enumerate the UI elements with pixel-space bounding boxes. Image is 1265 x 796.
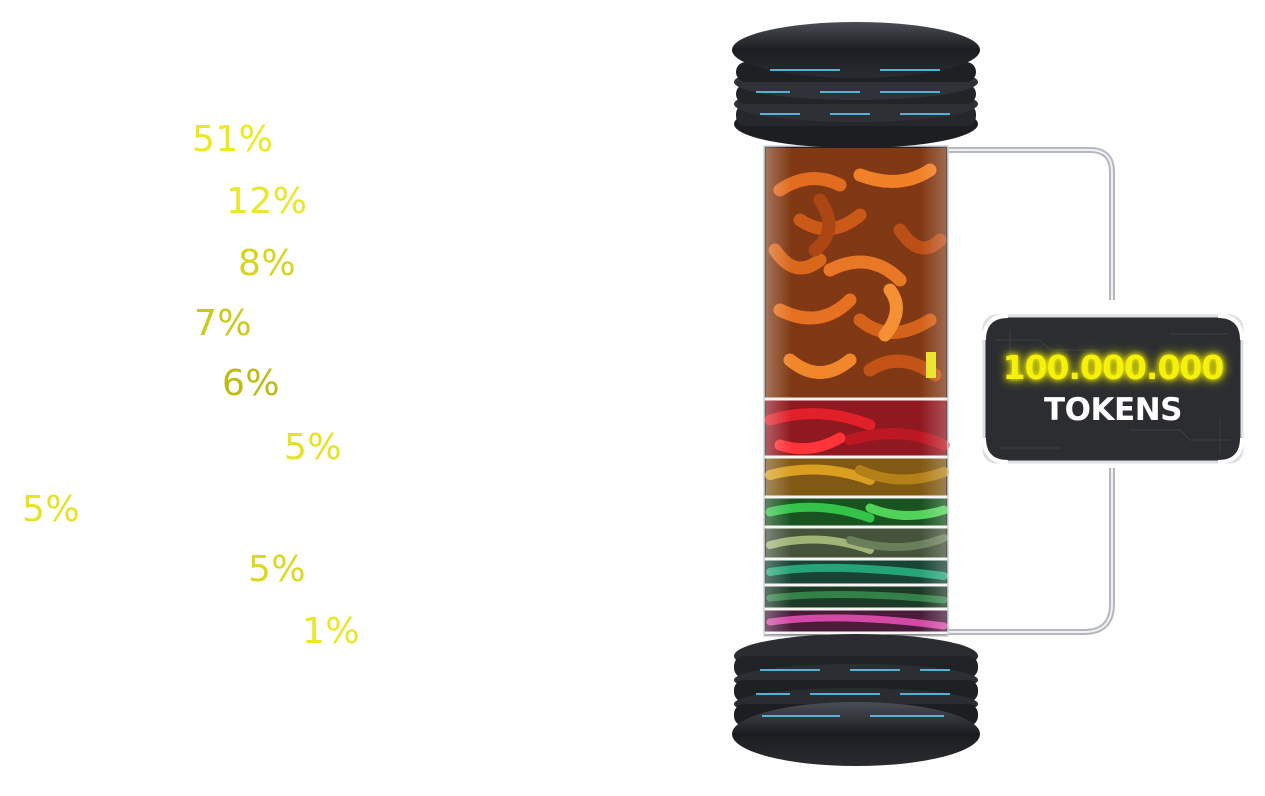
allocation-percent-3: 8% <box>238 243 297 284</box>
allocation-percent-1: 51% <box>192 119 274 160</box>
token-badge-frame <box>982 314 1244 464</box>
allocation-percent-6: 5% <box>284 427 343 468</box>
token-supply-unit: TOKENS <box>1044 392 1182 428</box>
allocation-percent-7: 5% <box>22 489 81 530</box>
allocation-percent-2: 12% <box>226 181 308 222</box>
allocation-percent-9: 1% <box>302 611 361 652</box>
allocation-percent-4: 7% <box>194 303 253 344</box>
token-supply-amount: 100.000.000 <box>1002 348 1225 387</box>
allocation-percent-8: 5% <box>248 549 307 590</box>
allocation-percent-5: 6% <box>222 363 281 404</box>
capsule-top-cap <box>732 22 980 148</box>
capsule-glass-tube <box>763 145 950 637</box>
token-supply-badge: 100.000.000 TOKENS <box>984 316 1242 462</box>
capsule-bottom-cap <box>732 634 980 766</box>
